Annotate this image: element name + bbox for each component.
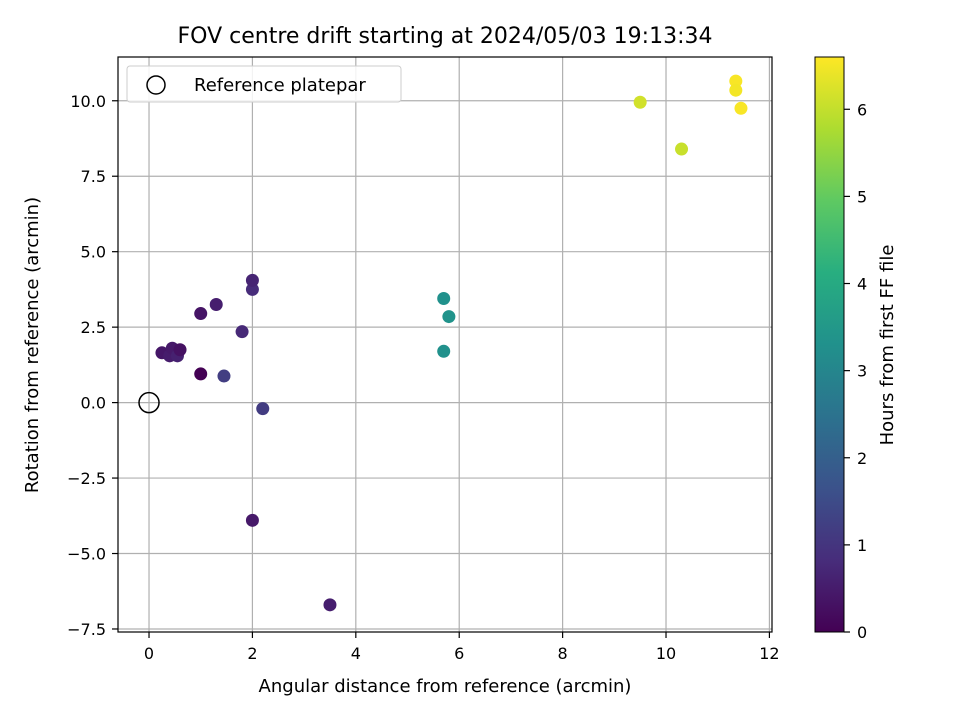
data-point [633,95,647,109]
y-tick-label: 5.0 [81,243,106,262]
data-point [734,101,748,115]
y-axis-ticks: −7.5 −5.0 −2.5 0.0 2.5 5.0 7.5 10.0 [67,92,118,639]
data-point [235,325,249,339]
x-tick-label: 4 [351,644,361,663]
data-point [194,307,208,321]
colorbar [814,56,845,633]
colorbar-tick-label: 2 [857,449,867,468]
data-point [729,83,743,97]
data-point [256,402,270,416]
y-tick-label: 2.5 [81,318,106,337]
plot-frame [117,56,773,633]
reference-platepar-marker [138,391,160,414]
colorbar-tick-label: 4 [857,275,867,294]
legend-entry-reference: Reference platepar [194,75,366,96]
colorbar-tick-label: 3 [857,362,867,381]
data-point [437,291,451,305]
colorbar-ticks: 0 1 2 3 4 5 6 [844,100,867,642]
legend-reference-marker [146,75,166,95]
chart-title: FOV centre drift starting at 2024/05/03 … [178,24,713,49]
colorbar-label: Hours from first FF file [877,245,898,446]
x-tick-label: 8 [558,644,568,663]
data-point [194,367,208,381]
colorbar-tick-label: 5 [857,187,867,206]
y-axis-label: Rotation from reference (arcmin) [22,197,43,493]
colorbar-tick-label: 0 [857,623,867,642]
y-tick-label: −2.5 [67,469,106,488]
data-point [173,343,187,357]
y-tick-label: −7.5 [67,620,106,639]
x-tick-label: 0 [144,644,154,663]
y-tick-label: 0.0 [81,394,106,413]
data-point [729,74,743,88]
data-point [437,344,451,358]
colorbar-tick-label: 1 [857,536,867,555]
data-point [675,142,689,156]
data-point [245,273,259,287]
data-point [217,369,231,383]
data-point [245,282,259,296]
data-points [155,74,748,612]
data-point [245,513,259,527]
x-axis-ticks: 0 2 4 6 8 10 12 [144,632,780,663]
data-point [442,310,456,324]
x-tick-label: 6 [454,644,464,663]
legend: Reference platepar [126,65,402,103]
y-tick-label: 10.0 [70,92,106,111]
grid-lines [118,57,772,632]
reference-marker-layer [138,391,160,414]
y-tick-label: 7.5 [81,167,106,186]
x-tick-label: 12 [759,644,779,663]
x-tick-label: 10 [656,644,676,663]
x-tick-label: 2 [247,644,257,663]
colorbar-tick-label: 6 [857,100,867,119]
data-point [323,598,337,612]
x-axis-label: Angular distance from reference (arcmin) [259,676,632,697]
legend-box [126,65,402,103]
y-tick-label: −5.0 [67,545,106,564]
data-point [209,298,223,312]
